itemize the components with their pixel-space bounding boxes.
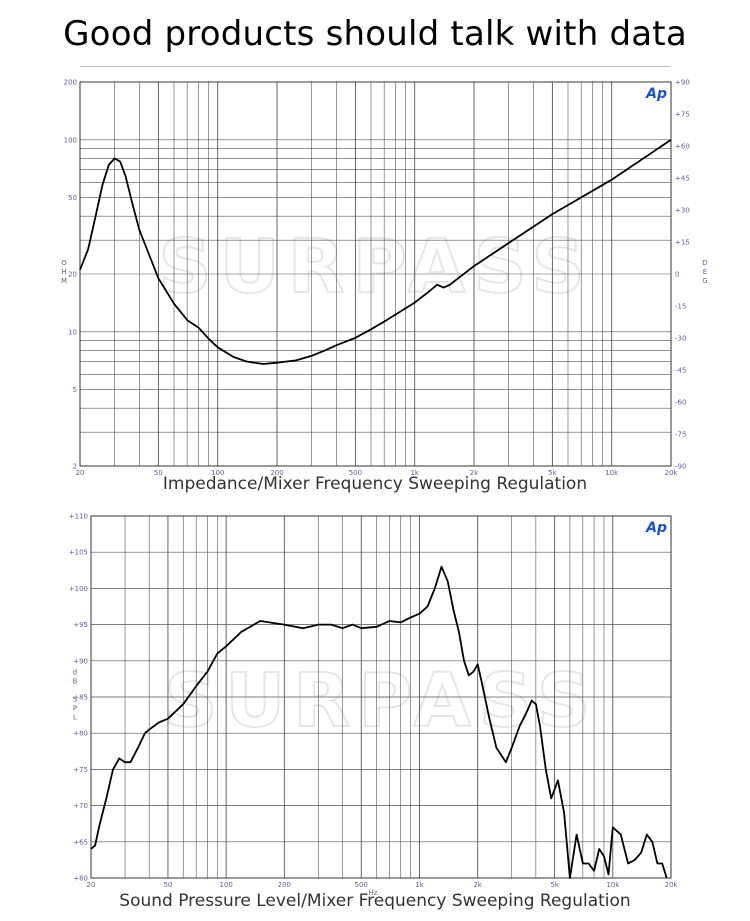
x-tick-label: 10k bbox=[605, 469, 619, 477]
x-tick-label: 20k bbox=[665, 881, 679, 889]
impedance-chart-caption: Impedance/Mixer Frequency Sweeping Regul… bbox=[162, 474, 588, 494]
y-tick-label: 50 bbox=[68, 194, 77, 202]
y-tick-label: 10 bbox=[68, 328, 77, 336]
y-tick-label: +90 bbox=[73, 657, 88, 665]
y-tick-label: 5 bbox=[73, 386, 77, 394]
y2-tick-label: -60 bbox=[675, 399, 686, 407]
x-tick-label: 20k bbox=[665, 469, 679, 477]
y-tick-label: 200 bbox=[64, 79, 77, 87]
surpass-watermark: SURPASS bbox=[158, 224, 592, 310]
y-tick-label: +70 bbox=[73, 802, 88, 810]
x-tick-label: 20 bbox=[87, 881, 96, 889]
y-tick-label: +80 bbox=[73, 730, 88, 738]
y-tick-label: +60 bbox=[73, 875, 88, 883]
y2-tick-label: -75 bbox=[675, 431, 686, 439]
y2-tick-label: +15 bbox=[675, 239, 690, 247]
y-tick-label: 100 bbox=[64, 136, 77, 144]
ap-logo: Ap bbox=[645, 520, 667, 536]
x-tick-label: 10k bbox=[606, 881, 620, 889]
x-tick-label: 5k bbox=[550, 881, 559, 889]
y-tick-label: +100 bbox=[69, 585, 88, 593]
y-tick-label: +65 bbox=[73, 838, 88, 846]
x-tick-label: 50 bbox=[163, 881, 172, 889]
y-tick-label: 20 bbox=[68, 271, 77, 279]
y2-tick-label: +30 bbox=[675, 207, 690, 215]
x-tick-label: 500 bbox=[355, 881, 368, 889]
ap-logo: Ap bbox=[645, 86, 667, 102]
x-tick-label: 1k bbox=[410, 469, 419, 477]
y2-tick-label: +60 bbox=[675, 143, 690, 151]
y2-tick-label: +90 bbox=[675, 79, 690, 87]
y-tick-label: +95 bbox=[73, 621, 88, 629]
y2-tick-label: -30 bbox=[675, 335, 686, 343]
x-tick-label: 200 bbox=[270, 469, 283, 477]
y-tick-label: +85 bbox=[73, 694, 88, 702]
x-tick-label: 2k bbox=[473, 881, 482, 889]
y2-tick-label: +75 bbox=[675, 111, 690, 119]
y2-tick-label: -45 bbox=[675, 367, 686, 375]
y-tick-label: +75 bbox=[73, 766, 88, 774]
x-tick-label: 200 bbox=[278, 881, 291, 889]
y2-tick-label: -15 bbox=[675, 303, 686, 311]
x-tick-label: 500 bbox=[349, 469, 362, 477]
data-series-line bbox=[90, 565, 668, 879]
x-tick-label: 20 bbox=[76, 469, 85, 477]
spl-chart-caption: Sound Pressure Level/Mixer Frequency Swe… bbox=[119, 891, 631, 911]
headline-divider bbox=[80, 66, 670, 67]
x-tick-label: 100 bbox=[211, 469, 224, 477]
x-axis-label: Hz bbox=[369, 889, 378, 897]
y2-tick-label: 0 bbox=[675, 271, 679, 279]
y-tick-label: +105 bbox=[69, 549, 88, 557]
data-series-line bbox=[79, 139, 672, 365]
plot-frame bbox=[90, 515, 672, 879]
x-tick-label: 1k bbox=[415, 881, 424, 889]
page-headline: Good products should talk with data bbox=[63, 14, 687, 54]
x-tick-label: 100 bbox=[219, 881, 232, 889]
y-tick-label: 2 bbox=[73, 463, 77, 471]
x-tick-label: 5k bbox=[548, 469, 557, 477]
y2-tick-label: +45 bbox=[675, 175, 690, 183]
plot-frame bbox=[79, 81, 672, 467]
impedance-chart-panel: SURPASS 20 50 100 200 500 1k 2k 5k 10k 20k 200 100 50… bbox=[61, 79, 708, 495]
x-tick-label: 50 bbox=[154, 469, 163, 477]
x-tick-label: 2k bbox=[470, 469, 479, 477]
y-tick-label: +110 bbox=[69, 513, 88, 521]
surpass-watermark: SURPASS bbox=[164, 658, 598, 744]
y2-tick-label: -90 bbox=[675, 463, 686, 471]
